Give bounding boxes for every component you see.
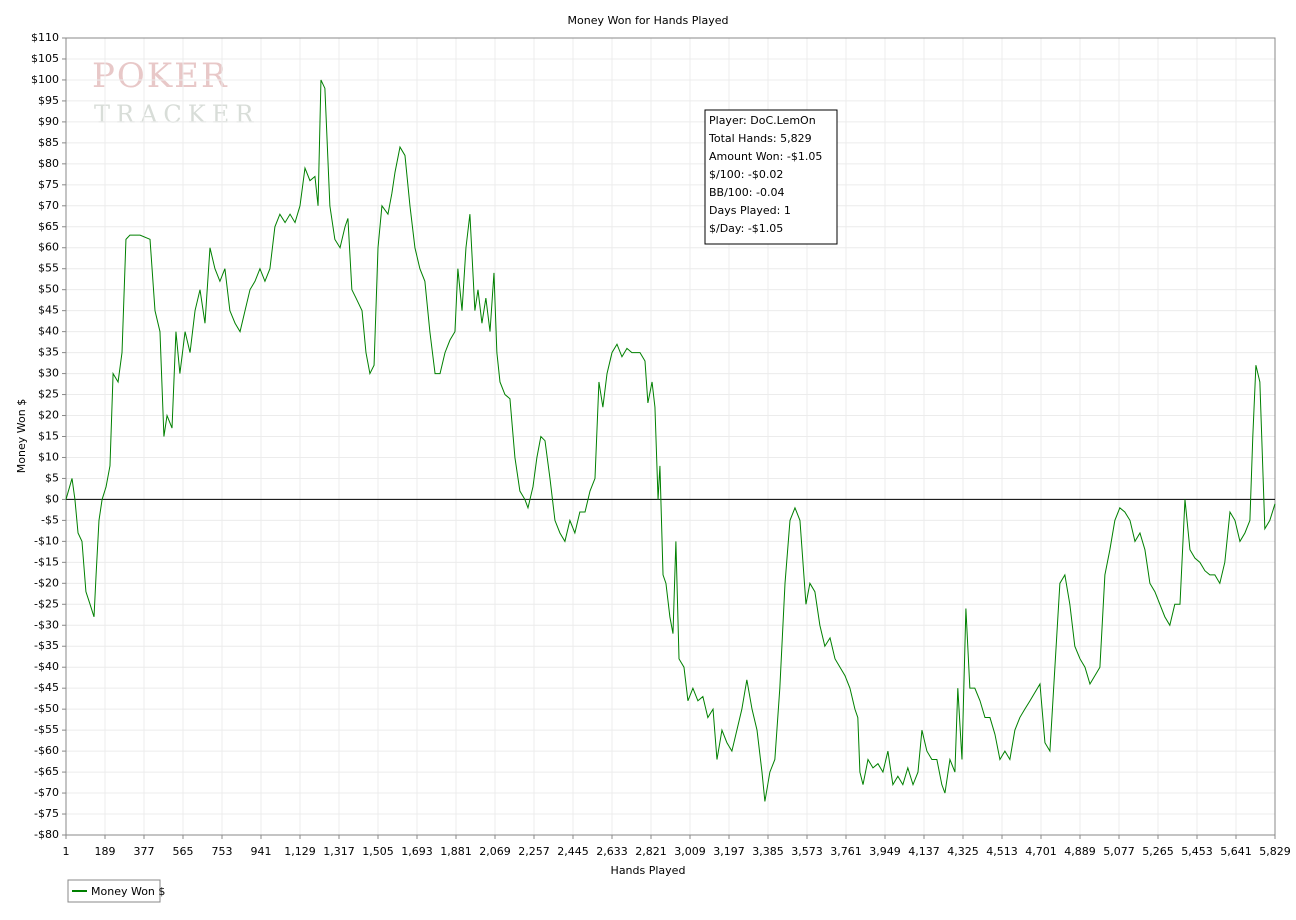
y-axis-label: Money Won $ [15, 399, 28, 473]
y-tick-label: $60 [38, 241, 59, 254]
x-tick-label: 4,325 [947, 845, 979, 858]
watermark: TRACKER [94, 101, 259, 129]
y-tick-label: $5 [45, 471, 59, 484]
y-tick-label: $50 [38, 283, 59, 296]
x-tick-label: 5,077 [1103, 845, 1135, 858]
info-line: Days Played: 1 [709, 204, 791, 217]
x-tick-label: 1 [63, 845, 70, 858]
y-tick-label: -$75 [34, 807, 59, 820]
x-tick-label: 1,693 [401, 845, 433, 858]
y-tick-label: $45 [38, 304, 59, 317]
y-tick-label: -$45 [34, 681, 59, 694]
y-tick-label: -$20 [34, 576, 59, 589]
x-tick-label: 1,881 [440, 845, 472, 858]
chart-title: Money Won for Hands Played [568, 14, 729, 27]
info: Player: DoC.LemOn Total Hands: 5,829 Amoun… [708, 114, 822, 235]
y-tick-label: $25 [38, 388, 59, 401]
x-tick-label: 5,265 [1142, 845, 1174, 858]
y-tick-label: $105 [31, 52, 59, 65]
y-tick-label: $35 [38, 346, 59, 359]
x-tick-label: 3,385 [752, 845, 784, 858]
y-tick-label: -$10 [34, 534, 59, 547]
info-line: $/100: -$0.02 [709, 168, 783, 181]
x-tick-label: 4,137 [908, 845, 940, 858]
y-tick-label: -$35 [34, 639, 59, 652]
x-axis-label: Hands Played [611, 864, 686, 877]
y-tick-label: -$15 [34, 555, 59, 568]
y-tick-label: $40 [38, 325, 59, 338]
y-tick-label: -$40 [34, 660, 59, 673]
watermark: POKER [92, 56, 229, 96]
x-tick-label: 5,829 [1259, 845, 1291, 858]
info-line: $/Day: -$1.05 [709, 222, 783, 235]
y-tick-label: $110 [31, 31, 59, 44]
x-tick-label: 565 [173, 845, 194, 858]
info-line: Player: DoC.LemOn [709, 114, 816, 127]
y-tick-label: -$65 [34, 765, 59, 778]
x-tick-label: 4,701 [1025, 845, 1057, 858]
info-line: BB/100: -0.04 [709, 186, 784, 199]
y-tick-label: -$25 [34, 597, 59, 610]
x-tick-label: 4,513 [986, 845, 1018, 858]
y-tick-label: -$70 [34, 786, 59, 799]
x-tick-label: 3,197 [713, 845, 745, 858]
x-tick-label: 3,949 [869, 845, 901, 858]
legend [67, 879, 161, 903]
y-tick-label: $70 [38, 199, 59, 212]
y-tick-label: -$30 [34, 618, 59, 631]
x-tick-label: 753 [212, 845, 233, 858]
x-tick-label: 2,257 [518, 845, 550, 858]
y-tick-label: $10 [38, 450, 59, 463]
y-tick-label: $75 [38, 178, 59, 191]
y-tick-label: $80 [38, 157, 59, 170]
info-line: Amount Won: -$1.05 [709, 150, 822, 163]
x-tick-label: 2,821 [635, 845, 667, 858]
y-tick-label: -$5 [41, 513, 59, 526]
info-box [704, 109, 838, 245]
x-tick-label: 1,505 [362, 845, 394, 858]
y-tick-label: $100 [31, 73, 59, 86]
x-tick-label: 189 [95, 845, 116, 858]
y-tick-label: -$80 [34, 828, 59, 841]
x-tick-label: 3,761 [830, 845, 862, 858]
legend-items: Money Won $ [72, 885, 165, 898]
x-tick-label: 5,641 [1220, 845, 1252, 858]
plot [65, 79, 1276, 802]
y-tick-label: -$60 [34, 744, 59, 757]
info-line: Total Hands: 5,829 [708, 132, 812, 145]
x-tick-label: 3,573 [791, 845, 823, 858]
x-tick-label: 377 [134, 845, 155, 858]
y-tick-label: $15 [38, 430, 59, 443]
x-tick-label: 941 [251, 845, 272, 858]
y-tick-label: $55 [38, 262, 59, 275]
y-tick-label: $65 [38, 220, 59, 233]
y-tick-label: $0 [45, 492, 59, 505]
x-tick-label: 2,633 [596, 845, 628, 858]
x-tick-label: 2,069 [479, 845, 511, 858]
x-tick-label: 1,317 [323, 845, 355, 858]
y-tick-label: -$50 [34, 702, 59, 715]
plot-frame [65, 37, 1276, 836]
y-tick-label: $85 [38, 136, 59, 149]
x-tick-label: 2,445 [557, 845, 589, 858]
y-tick-label: -$55 [34, 723, 59, 736]
y-tick-label: $30 [38, 367, 59, 380]
x-tick-label: 4,889 [1064, 845, 1096, 858]
x-tick-label: 5,453 [1181, 845, 1213, 858]
y-tick-label: $90 [38, 115, 59, 128]
x-tick-label: 3,009 [674, 845, 706, 858]
series-line [65, 79, 1276, 802]
legend-label: Money Won $ [91, 885, 165, 898]
x-tick-label: 1,129 [284, 845, 316, 858]
y-tick-label: $20 [38, 409, 59, 422]
y-tick-label: $95 [38, 94, 59, 107]
